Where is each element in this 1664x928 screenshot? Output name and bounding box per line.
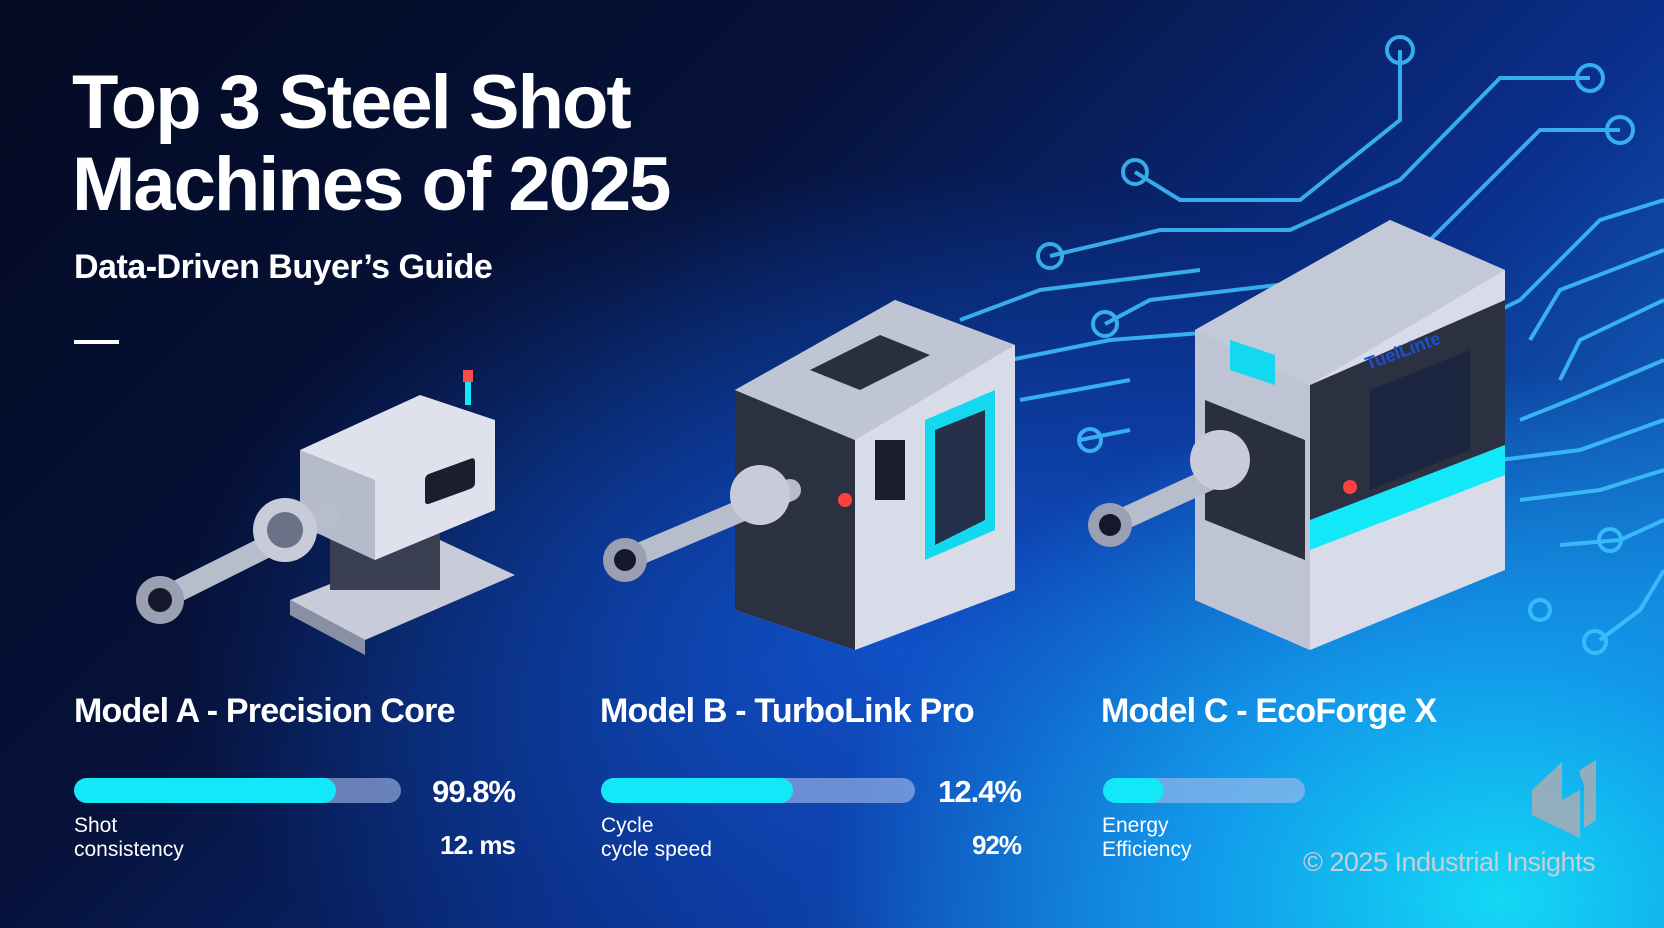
page-title: Top 3 Steel Shot Machines of 2025 bbox=[72, 60, 671, 227]
model-b-progress-fill bbox=[601, 778, 793, 803]
model-a-name: Model A - Precision Core bbox=[74, 692, 455, 730]
model-c-name: Model C - EcoForge X bbox=[1101, 692, 1437, 730]
model-b-label: Cycle cycle speed bbox=[601, 814, 712, 862]
model-b-value-2: 92% bbox=[971, 830, 1022, 860]
model-b-name: Model B - TurboLink Pro bbox=[600, 692, 975, 730]
machine-c-illustration: TuelLinte bbox=[1088, 220, 1505, 650]
model-c-label: Energy Efficiency bbox=[1102, 814, 1192, 862]
label-line: Energy bbox=[1102, 814, 1169, 837]
model-a-value-2: 12. ms bbox=[440, 830, 516, 860]
model-c-progress-bar bbox=[1103, 778, 1305, 803]
title-line-2: Machines of 2025 bbox=[72, 142, 671, 227]
machine-b-illustration bbox=[603, 300, 1015, 650]
label-line: consistency bbox=[74, 838, 184, 861]
model-b-value: 12.4% bbox=[938, 774, 1022, 809]
label-line: Efficiency bbox=[1102, 838, 1192, 861]
model-b-progress-bar bbox=[601, 778, 915, 803]
label-line: Shot bbox=[74, 814, 118, 837]
model-c-progress-fill bbox=[1103, 778, 1164, 803]
label-line: cycle speed bbox=[601, 838, 712, 861]
divider bbox=[74, 340, 119, 344]
model-a-progress-bar bbox=[74, 778, 401, 803]
model-a-label: Shot consistency bbox=[74, 814, 184, 862]
subtitle: Data-Driven Buyer’s Guide bbox=[74, 248, 493, 286]
title-line-1: Top 3 Steel Shot bbox=[72, 60, 632, 145]
machine-a-illustration bbox=[136, 370, 515, 655]
copyright: © 2025 Industrial Insights bbox=[1303, 847, 1596, 877]
model-a-progress-fill bbox=[74, 778, 336, 803]
label-line: Cycle bbox=[601, 814, 654, 837]
model-a-value: 99.8% bbox=[432, 774, 516, 809]
industrial-insights-logo-icon bbox=[1532, 760, 1596, 838]
